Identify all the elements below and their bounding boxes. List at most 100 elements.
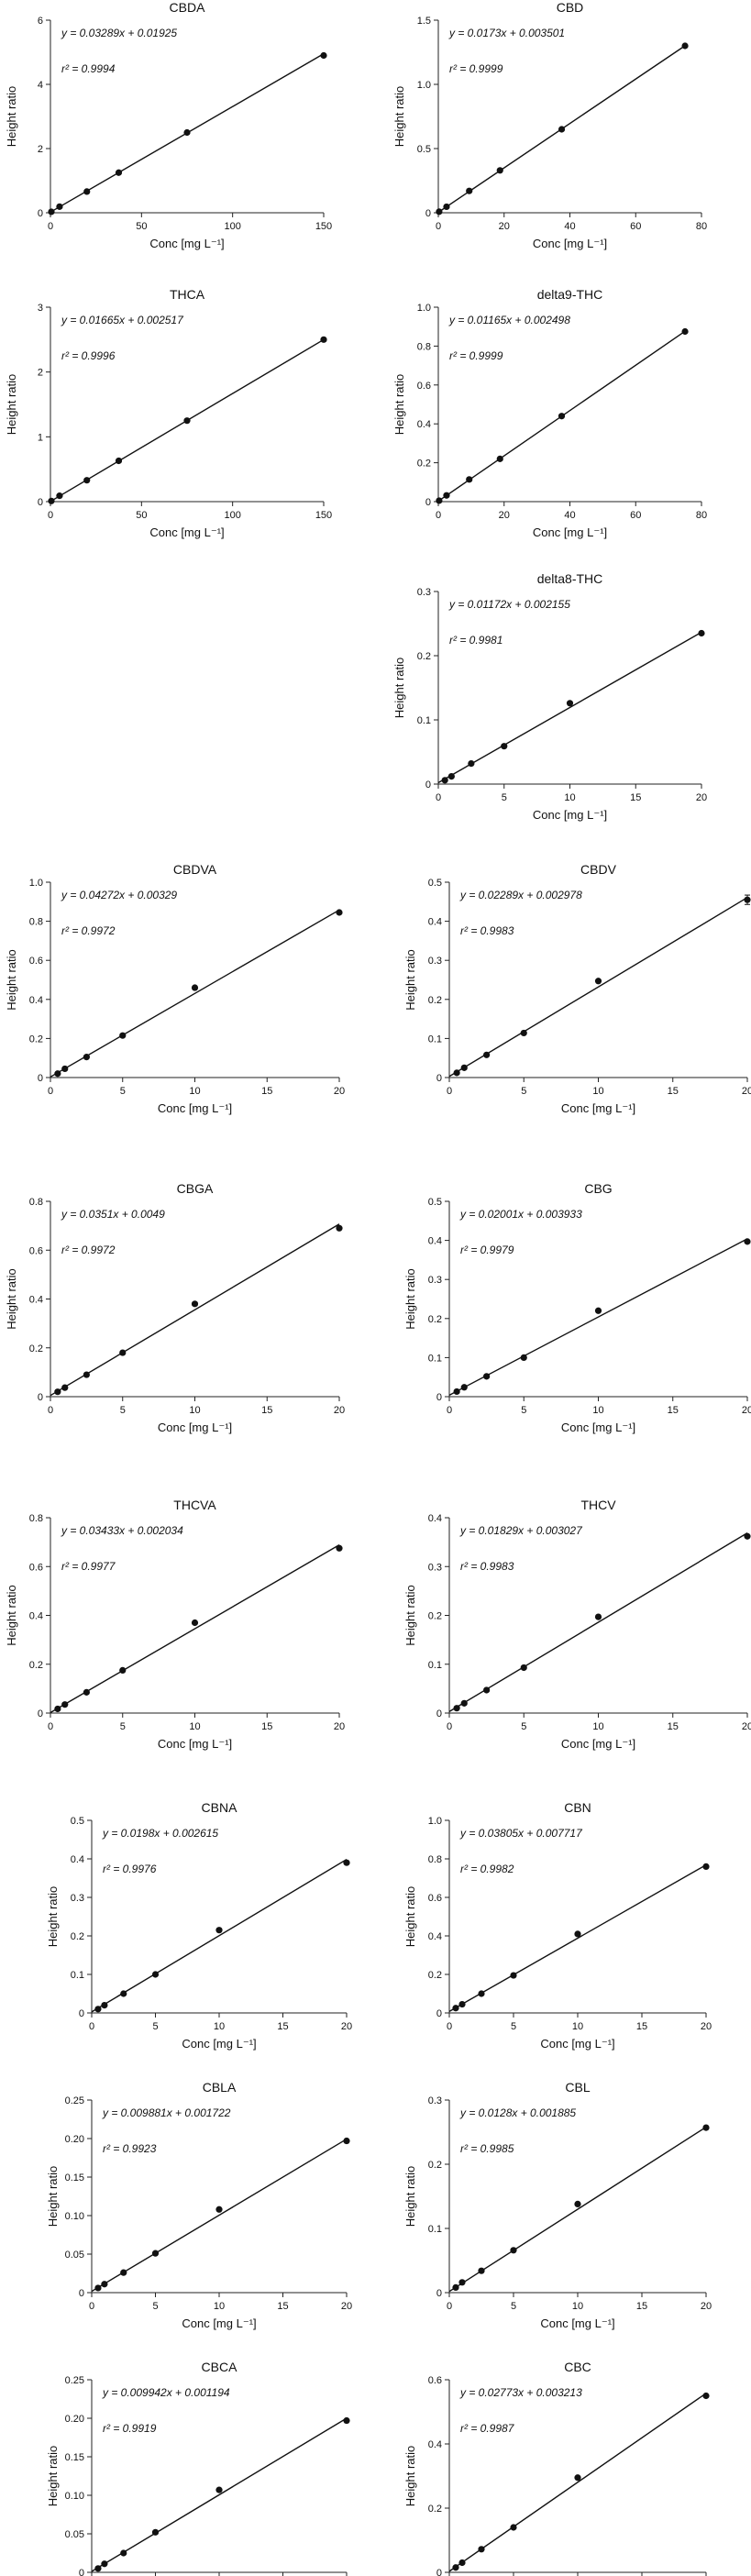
data-point [54, 1070, 61, 1078]
data-point [702, 1863, 710, 1870]
x-tick-label: 5 [511, 2021, 516, 2032]
y-tick-label: 0 [425, 497, 431, 508]
data-point [343, 2137, 350, 2145]
y-tick-label: 0 [38, 1708, 43, 1719]
y-tick-label: 0 [425, 208, 431, 219]
x-tick-label: 5 [502, 792, 507, 803]
y-tick-label: 0.4 [428, 1513, 442, 1524]
chart-title: CBC [564, 2360, 591, 2374]
y-tick-label: 2 [38, 144, 43, 155]
regression-line [448, 1863, 707, 2012]
regression-line [448, 1531, 748, 1712]
y-tick-label: 0.2 [417, 651, 431, 662]
x-tick-label: 20 [701, 2021, 712, 2032]
y-tick-label: 0.4 [428, 1236, 442, 1247]
x-tick-label: 20 [499, 510, 510, 521]
y-tick-label: 0 [38, 1392, 43, 1403]
x-tick-label: 5 [120, 1405, 126, 1416]
regression-line [50, 1223, 340, 1397]
y-axis-label: Height ratio [403, 1585, 417, 1645]
data-point [54, 1705, 61, 1713]
y-tick-label: 0.4 [29, 995, 43, 1006]
data-point [483, 1686, 491, 1694]
regression-equation: y = 0.009881x + 0.001722 [102, 2106, 231, 2119]
x-tick-label: 20 [341, 2301, 352, 2312]
data-point [336, 1544, 343, 1552]
y-axis-label: Height ratio [5, 1585, 18, 1645]
y-tick-label: 0.15 [65, 2172, 84, 2184]
data-point [215, 2486, 223, 2493]
y-tick-label: 0.5 [417, 144, 431, 155]
y-tick-label: 0 [436, 1073, 442, 1084]
data-point [458, 2279, 466, 2286]
x-axis-label: Conc [mg L⁻¹] [561, 1421, 635, 1434]
y-tick-label: 0.3 [428, 2095, 442, 2106]
x-tick-label: 20 [334, 1721, 345, 1732]
y-tick-label: 0.8 [428, 1854, 442, 1865]
r-squared: r² = 0.9981 [449, 634, 503, 647]
data-point [460, 1064, 468, 1071]
x-tick-label: 80 [696, 221, 707, 232]
data-point [115, 169, 123, 176]
data-point [453, 1705, 460, 1712]
x-tick-label: 0 [447, 1405, 452, 1416]
x-tick-label: 5 [120, 1721, 126, 1732]
x-tick-label: 20 [341, 2021, 352, 2032]
y-tick-label: 0.25 [65, 2375, 84, 2386]
y-tick-label: 0 [436, 2288, 442, 2299]
data-point [120, 2549, 127, 2557]
x-tick-label: 0 [447, 1721, 452, 1732]
data-point [56, 492, 63, 500]
y-tick-label: 0.5 [71, 1816, 84, 1827]
y-tick-label: 0.2 [428, 1611, 442, 1622]
x-tick-label: 40 [564, 221, 575, 232]
data-point [483, 1051, 491, 1058]
regression-line [448, 897, 748, 1078]
y-tick-label: 0.3 [417, 587, 431, 598]
calibration-chart-cbda: CBDA 0 2 4 6 0 50 100 150 Conc [mg L⁻¹] Height rat… [5, 0, 332, 250]
data-point [452, 2564, 459, 2571]
y-tick-label: 0.1 [428, 2224, 442, 2235]
y-tick-label: 0.4 [29, 1611, 43, 1622]
y-tick-label: 0 [79, 2008, 84, 2019]
y-tick-label: 2 [38, 368, 43, 379]
y-tick-label: 0.8 [29, 1197, 43, 1208]
regression-line [448, 1238, 748, 1396]
y-tick-label: 1.0 [417, 303, 431, 314]
y-tick-label: 0.4 [417, 419, 431, 430]
regression-equation: y = 0.02773x + 0.003213 [459, 2386, 582, 2399]
regression-line [448, 2126, 707, 2293]
data-point [443, 203, 450, 211]
r-squared: r² = 0.9999 [449, 62, 503, 75]
regression-equation: y = 0.03433x + 0.002034 [61, 1524, 183, 1537]
y-tick-label: 1.0 [417, 80, 431, 91]
x-tick-label: 10 [592, 1721, 603, 1732]
y-tick-label: 0.1 [428, 1660, 442, 1671]
y-tick-label: 0 [79, 2568, 84, 2576]
y-tick-label: 0.05 [65, 2250, 84, 2261]
data-point [574, 2474, 581, 2482]
x-tick-label: 0 [48, 221, 53, 232]
r-squared: r² = 0.9977 [61, 1560, 116, 1573]
chart-title: CBN [564, 1800, 591, 1815]
x-tick-label: 20 [701, 2301, 712, 2312]
y-tick-label: 0.2 [71, 1931, 84, 1942]
x-tick-label: 0 [89, 2301, 94, 2312]
data-point [94, 2284, 102, 2292]
y-tick-label: 0.2 [428, 1314, 442, 1325]
y-tick-label: 0 [38, 1073, 43, 1084]
chart-title: CBNA [202, 1800, 238, 1815]
data-point [320, 51, 327, 60]
regression-line [448, 2393, 707, 2572]
y-tick-label: 0.6 [417, 381, 431, 392]
y-tick-label: 0 [425, 779, 431, 790]
data-point [558, 413, 566, 420]
r-squared: r² = 0.9983 [460, 1560, 514, 1573]
x-axis-label: Conc [mg L⁻¹] [540, 2037, 614, 2051]
data-point [83, 477, 91, 484]
data-point [215, 1927, 223, 1934]
chart-title: delta9-THC [537, 287, 603, 302]
calibration-chart-cbga: CBGA 0 0.2 0.4 0.6 0.8 0 5 10 15 20 Conc [mg L⁻¹] He… [5, 1181, 345, 1434]
data-point [698, 629, 705, 637]
